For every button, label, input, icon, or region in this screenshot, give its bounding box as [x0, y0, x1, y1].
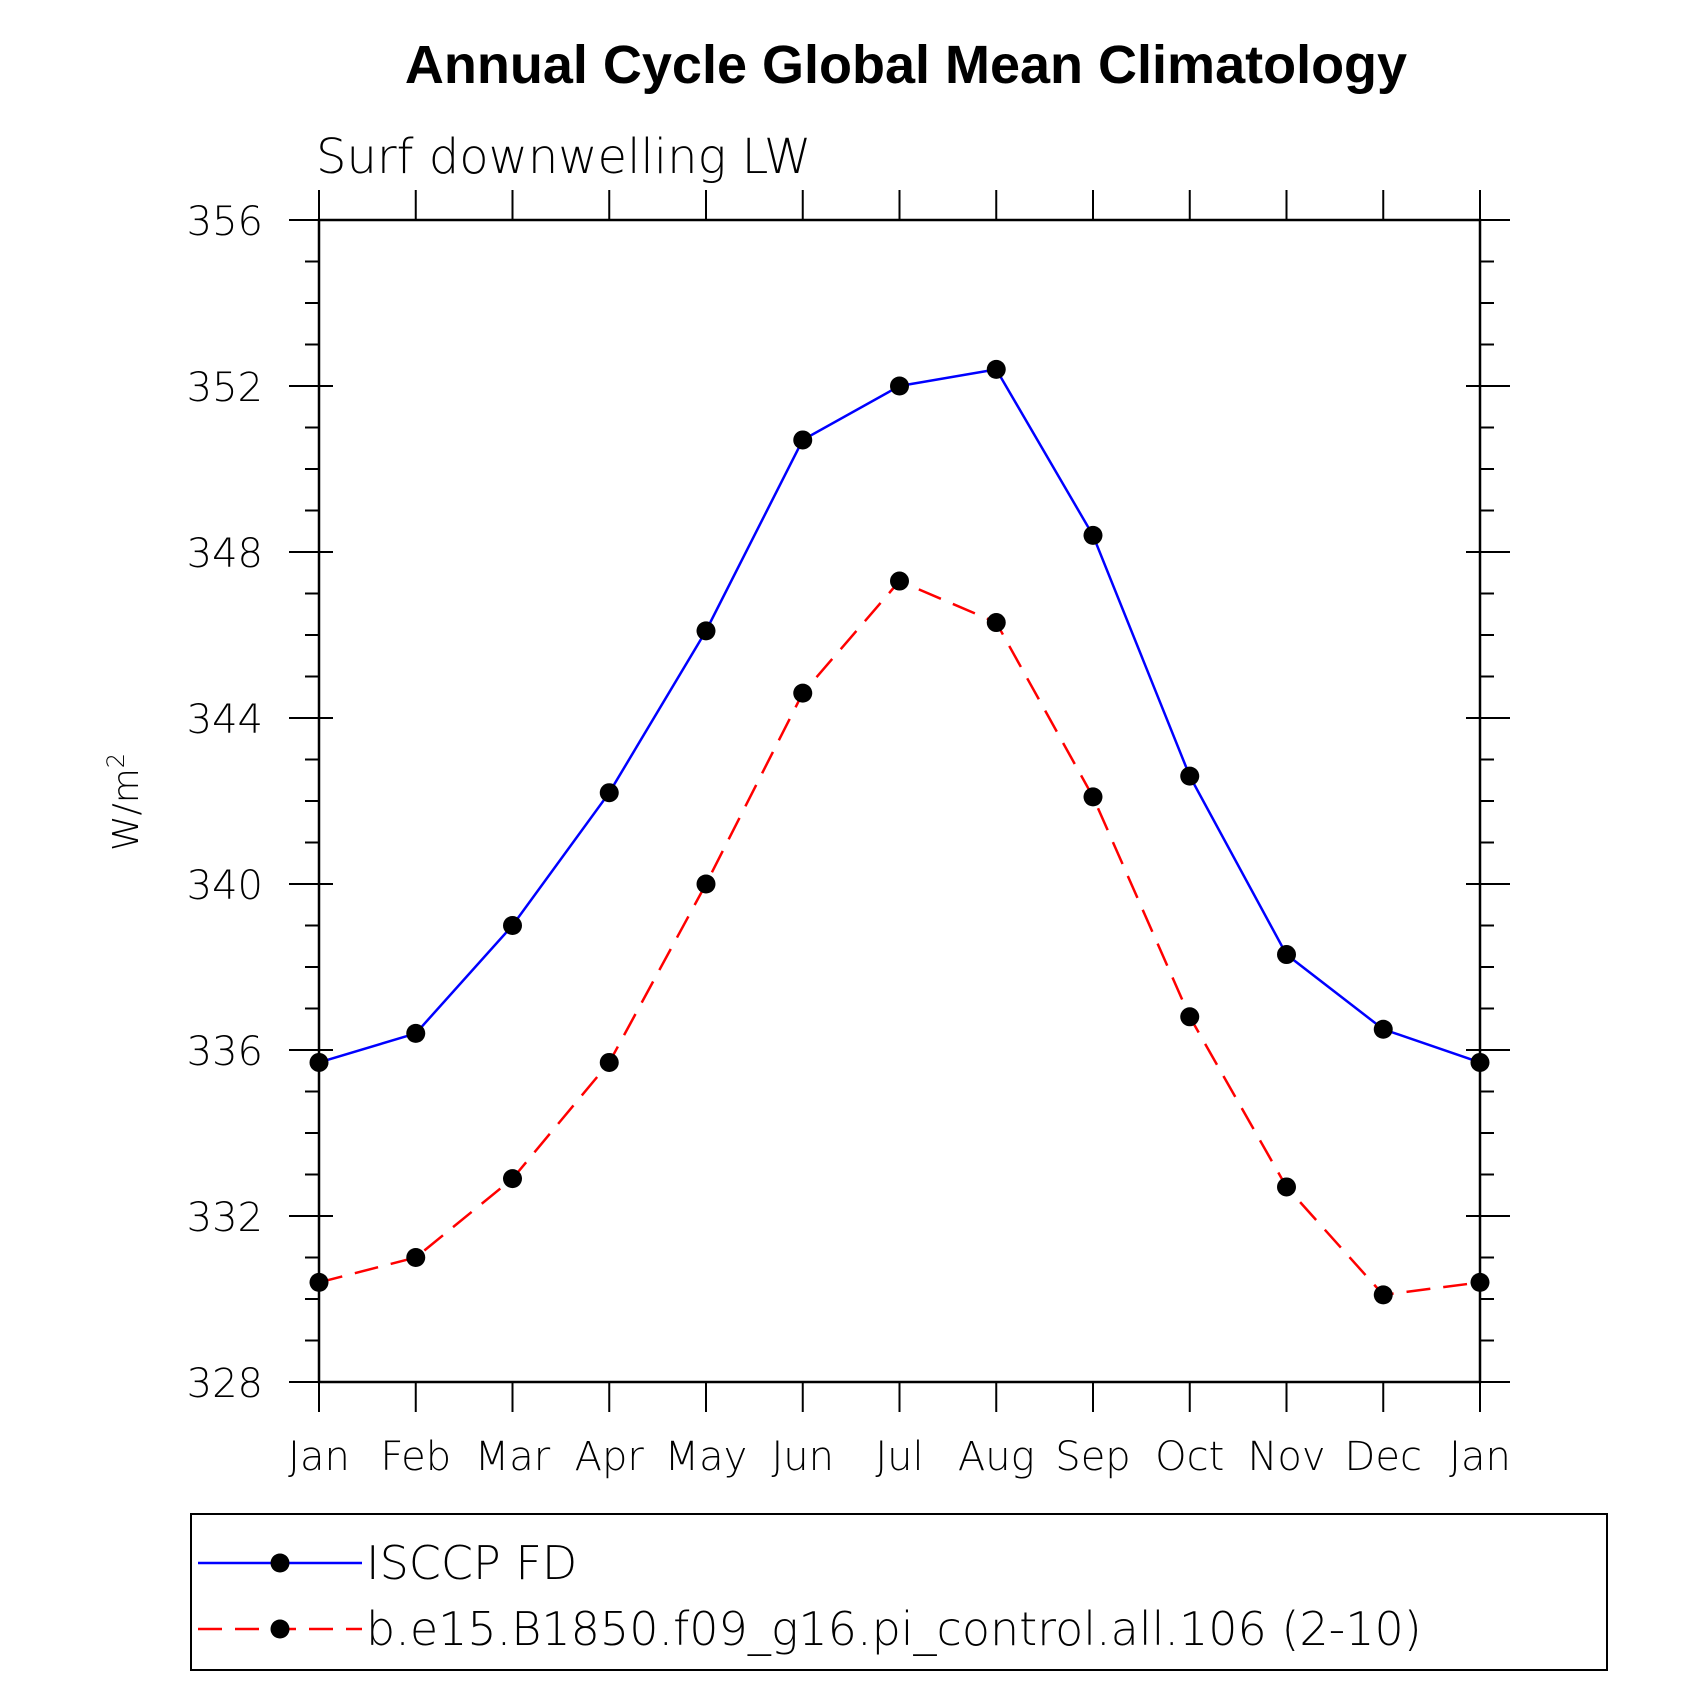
y-tick-label: 336: [187, 1029, 263, 1075]
y-axis-label-text: W/m: [106, 768, 147, 851]
data-point: [986, 613, 1006, 633]
data-point: [1083, 787, 1103, 807]
data-point: [1373, 1019, 1393, 1039]
legend-marker-2: [270, 1619, 290, 1639]
series-line: [318, 579, 1481, 1297]
svg-text:W/m2: W/m2: [102, 753, 147, 851]
x-tick-label: Sep: [1055, 1434, 1130, 1480]
x-tick-label: Nov: [1247, 1434, 1325, 1480]
y-tick-label: 348: [187, 531, 263, 577]
plot-axes: 328 332 336 340 344 348 352 356 Jan Feb Mar Apr May J…: [187, 190, 1511, 1480]
data-point: [406, 1248, 426, 1267]
data-point: [890, 571, 909, 591]
y-tick-label: 332: [187, 1195, 263, 1241]
chart-title: Annual Cycle Global Mean Climatology: [405, 35, 1407, 95]
data-point: [1180, 1007, 1200, 1027]
legend-label-2: b.e15.B1850.f09_g16.pi_control.all.106 (…: [366, 1602, 1422, 1656]
data-point: [1277, 945, 1296, 965]
series-line: [318, 368, 1481, 1064]
x-tick-label: Dec: [1345, 1434, 1422, 1480]
data-point: [986, 359, 1006, 379]
data-point: [406, 1023, 426, 1043]
legend-label-1: ISCCP FD: [366, 1536, 577, 1590]
data-point: [696, 621, 716, 641]
y-axis-label-superscript: 2: [102, 753, 130, 768]
series-layer: [309, 359, 1490, 1305]
data-point: [503, 916, 522, 935]
data-point: [309, 1052, 329, 1072]
series-2: [309, 571, 1490, 1305]
legend-box: [190, 1513, 1608, 1671]
data-point: [696, 874, 716, 894]
x-tick-label: Jan: [288, 1434, 350, 1480]
x-tick-label: Jan: [1449, 1434, 1511, 1480]
data-point: [793, 683, 813, 703]
data-point: [793, 430, 813, 450]
x-tick-label: Mar: [475, 1434, 551, 1480]
data-point: [1373, 1285, 1393, 1305]
data-point: [1470, 1052, 1490, 1072]
x-tick-label: Jun: [772, 1434, 835, 1480]
data-point: [890, 376, 909, 396]
y-tick-label: 356: [187, 199, 263, 245]
data-point: [309, 1272, 329, 1292]
y-tick-label: 328: [187, 1361, 263, 1407]
data-point: [1180, 766, 1200, 786]
x-tick-label: May: [665, 1434, 748, 1480]
x-tick-label: Jul: [875, 1434, 923, 1480]
data-point: [1470, 1272, 1490, 1292]
y-tick-label: 340: [187, 863, 263, 909]
y-tick-label: 344: [187, 697, 263, 743]
x-tick-label: Feb: [380, 1434, 451, 1480]
x-tick-label: Aug: [958, 1434, 1035, 1480]
legend: ISCCP FD b.e15.B1850.f09_g16.pi_control.a…: [190, 1513, 1608, 1671]
data-point: [599, 1052, 619, 1072]
data-point: [503, 1169, 522, 1189]
y-tick-label: 352: [187, 365, 263, 411]
data-point: [599, 783, 619, 803]
x-tick-label: Apr: [575, 1434, 645, 1480]
chart-subtitle: Surf downwelling LW: [316, 129, 811, 185]
data-point: [1277, 1177, 1296, 1197]
x-tick-label: Oct: [1155, 1434, 1224, 1480]
y-axis-label: W/m2: [102, 753, 147, 851]
legend-marker-1: [270, 1553, 290, 1573]
series-1: [309, 359, 1490, 1072]
data-point: [1083, 525, 1103, 545]
